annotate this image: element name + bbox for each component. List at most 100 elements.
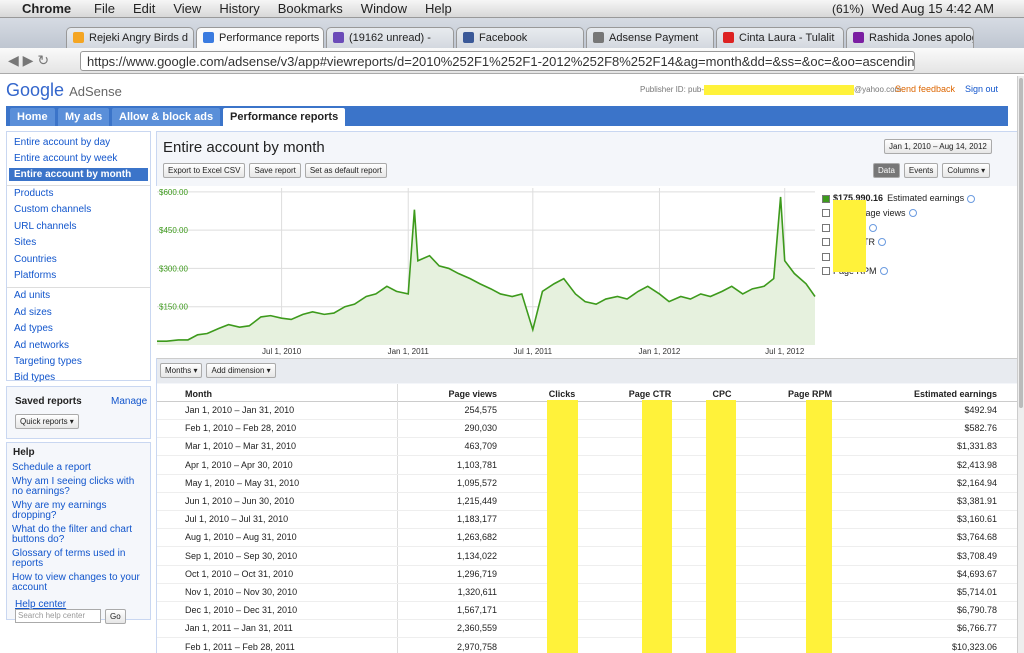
menu[interactable]: Bookmarks [277, 1, 343, 16]
dimension-link[interactable]: Ad units [14, 290, 51, 302]
dimension-link[interactable]: Targeting types [14, 356, 82, 367]
dimension-link[interactable]: Ad networks [14, 339, 70, 351]
tab[interactable]: (19162 unread) - [326, 27, 454, 48]
month-cell: Nov 1, 2010 – Nov 30, 2010 [185, 587, 298, 597]
report-link[interactable]: Entire account by month [9, 168, 148, 181]
button[interactable]: Data [873, 163, 900, 178]
report-title: Entire account by month [163, 139, 325, 156]
help-center[interactable]: Help center [15, 599, 67, 610]
menu[interactable]: Help [425, 1, 452, 16]
column-header: Page RPM [787, 389, 832, 399]
saved-reports: Saved reports Manage Quick reports ▾ [6, 386, 151, 439]
month-cell: Jun 1, 2010 – Jun 30, 2010 [185, 496, 295, 506]
help-link[interactable]: Why are my earnings dropping? [12, 500, 107, 521]
report-link[interactable]: Entire account by day [14, 137, 111, 148]
menu[interactable]: Window [360, 1, 408, 16]
month-cell: Mar 1, 2010 – Mar 31, 2010 [185, 441, 297, 452]
sign-out[interactable]: Sign out [965, 84, 999, 94]
help-link[interactable]: Glossary of terms used in reports [12, 548, 126, 569]
tab[interactable]: Cinta Laura - Tulalit [716, 27, 844, 48]
button[interactable]: Events [903, 163, 939, 178]
column-header: Month [185, 389, 212, 399]
button[interactable]: Add dimension ▾ [206, 363, 276, 378]
button[interactable]: Export to Excel CSV [163, 163, 246, 178]
help-link[interactable]: What do the filter and chart buttons do? [12, 524, 133, 545]
dimension-link[interactable]: Products [14, 188, 54, 199]
search-input[interactable]: Search help center [15, 609, 101, 623]
nav-tab[interactable]: Home [10, 108, 55, 126]
redaction [806, 400, 832, 653]
earnings-cell: $10,323.06 [951, 641, 997, 652]
column-header: Page CTR [628, 389, 672, 399]
tab[interactable]: Facebook [456, 27, 584, 48]
button[interactable]: Save report [249, 163, 301, 178]
nav-tab[interactable]: Performance reports [223, 108, 346, 126]
button[interactable]: Set as default report [304, 163, 387, 178]
dimension-link[interactable]: Ad sizes [14, 306, 52, 318]
clock: Wed Aug 15 4:42 AM [872, 1, 994, 16]
menu[interactable]: File [94, 1, 115, 16]
row-line [157, 546, 1017, 548]
page-views-cell: 1,215,449 [456, 496, 497, 506]
page-views-cell: 2,360,559 [456, 623, 497, 634]
legend-item[interactable]: $175,990.16 Estimated earnings [822, 193, 976, 203]
x-tick-label: Jan 1, 2011 [388, 347, 430, 356]
chart: $150.00 $300.00 $450.00 $600.00 Jul 1, 2010 J… [156, 186, 818, 358]
dimension-link[interactable]: URL channels [14, 220, 77, 232]
dimension-link[interactable]: Bid types [14, 372, 56, 384]
tab[interactable]: Rashida Jones apolog [846, 27, 974, 48]
page-views-cell: 290,030 [464, 423, 497, 434]
help-icon [908, 209, 917, 218]
dimension-link[interactable]: Ad types [14, 323, 53, 335]
nav-tab[interactable]: My ads [58, 108, 110, 126]
quick-reports[interactable]: Quick reports ▾ [15, 414, 79, 429]
redaction [706, 400, 736, 653]
tab[interactable]: Rejeki Angry Birds d [66, 27, 194, 48]
separator [7, 287, 150, 289]
data-table: Month Page views Clicks Page CTR CPC Page RPM… [157, 384, 1017, 653]
send-feedback[interactable]: Send feedback [895, 84, 956, 94]
menu-bar: Chrome File Edit View History Bookmarks Windo… [0, 0, 1024, 18]
earnings-cell: $1,331.83 [956, 441, 997, 452]
area-fill [157, 196, 815, 345]
sidebar: Entire account by day Entire account by w… [6, 131, 151, 384]
month-cell: Feb 1, 2010 – Feb 28, 2010 [185, 423, 297, 434]
address-bar[interactable]: https://www.google.com/adsense/v3/app#vi… [80, 51, 915, 71]
earnings-cell: $4,693.67 [956, 568, 997, 579]
page-views-cell: 1,263,682 [456, 532, 497, 543]
report-link[interactable]: Entire account by week [14, 153, 118, 164]
redaction [642, 400, 672, 653]
help-link[interactable]: How to view changes to your account [12, 572, 140, 593]
month-cell: Jan 1, 2010 – Jan 31, 2010 [185, 405, 295, 415]
help-link[interactable]: Why am I seeing clicks with no earnings? [12, 476, 135, 497]
go-button[interactable]: Go [105, 609, 126, 624]
manage[interactable]: Manage [111, 396, 148, 407]
nav-tab[interactable]: Allow & block ads [112, 108, 221, 126]
menu[interactable]: History [219, 1, 260, 16]
menu[interactable]: Edit [132, 1, 156, 16]
page-views-cell: 1,320,611 [457, 587, 497, 597]
tab[interactable]: Performance reports [196, 27, 324, 48]
tab[interactable]: Adsense Payment [586, 27, 714, 48]
earnings-cell: $5,714.01 [956, 587, 997, 597]
dimension-link[interactable]: Countries [14, 253, 57, 265]
month-cell: Apr 1, 2010 – Apr 30, 2010 [185, 459, 293, 470]
dimension-link[interactable]: Platforms [14, 270, 57, 281]
menu[interactable]: View [173, 1, 202, 16]
x-tick-label: Jul 1, 2011 [514, 347, 553, 356]
earnings-line [157, 196, 816, 342]
dimension-link[interactable]: Sites [14, 237, 37, 249]
page-views-cell: 1,567,171 [456, 605, 497, 616]
help-link[interactable]: Schedule a report [12, 462, 91, 473]
row-line [157, 510, 1017, 511]
app-name: Chrome [22, 1, 72, 16]
page-views-cell: 1,095,572 [456, 477, 497, 488]
button[interactable]: Columns ▾ [942, 163, 991, 178]
date-range[interactable]: Jan 1, 2010 – Aug 14, 2012 [884, 139, 992, 154]
earnings-cell: $3,708.49 [956, 550, 997, 561]
legend-value: $175,990.16 [833, 193, 884, 203]
earnings-cell: $492.94 [964, 405, 997, 415]
button[interactable]: Months ▾ [160, 363, 203, 378]
dimension-link[interactable]: Custom channels [14, 204, 92, 216]
earnings-cell: $582.76 [964, 423, 997, 434]
